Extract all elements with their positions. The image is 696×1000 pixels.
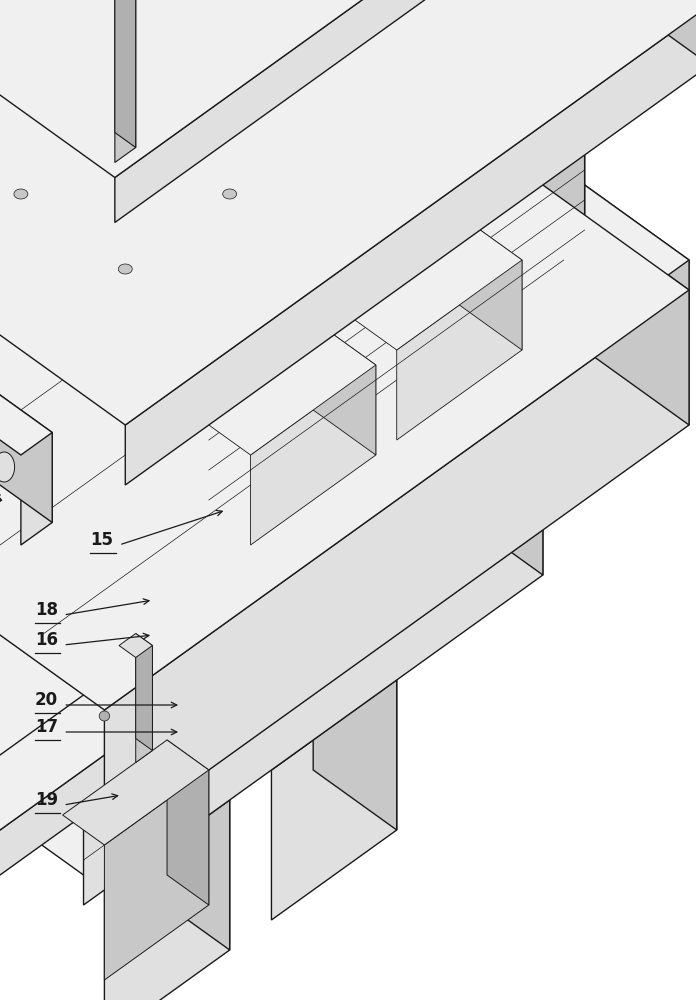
Ellipse shape bbox=[14, 189, 28, 199]
Ellipse shape bbox=[125, 359, 167, 389]
Polygon shape bbox=[146, 740, 230, 950]
Circle shape bbox=[0, 452, 15, 482]
Polygon shape bbox=[251, 365, 376, 545]
Polygon shape bbox=[0, 387, 52, 455]
Polygon shape bbox=[230, 0, 689, 320]
Polygon shape bbox=[0, 387, 52, 522]
Text: 20: 20 bbox=[35, 691, 58, 709]
Ellipse shape bbox=[284, 659, 301, 671]
Polygon shape bbox=[104, 800, 230, 1000]
Polygon shape bbox=[0, 110, 543, 665]
Polygon shape bbox=[115, 0, 136, 162]
Polygon shape bbox=[0, 530, 418, 905]
Text: 18: 18 bbox=[35, 601, 58, 619]
Polygon shape bbox=[188, 620, 397, 770]
Polygon shape bbox=[115, 0, 449, 223]
Polygon shape bbox=[0, 0, 585, 335]
Polygon shape bbox=[167, 740, 209, 905]
Polygon shape bbox=[136, 646, 152, 762]
Text: 16: 16 bbox=[35, 631, 58, 649]
Polygon shape bbox=[119, 634, 152, 658]
Polygon shape bbox=[271, 290, 376, 455]
Ellipse shape bbox=[99, 711, 109, 721]
Polygon shape bbox=[271, 0, 585, 140]
Polygon shape bbox=[0, 20, 689, 710]
Ellipse shape bbox=[118, 114, 132, 124]
Polygon shape bbox=[188, 0, 696, 65]
Polygon shape bbox=[397, 260, 522, 440]
Polygon shape bbox=[125, 5, 696, 485]
Polygon shape bbox=[0, 0, 689, 770]
Polygon shape bbox=[42, 260, 418, 575]
Polygon shape bbox=[313, 20, 689, 425]
Polygon shape bbox=[104, 770, 209, 980]
Ellipse shape bbox=[132, 364, 160, 384]
Circle shape bbox=[388, 68, 405, 92]
Polygon shape bbox=[136, 634, 152, 750]
Ellipse shape bbox=[118, 264, 132, 274]
Polygon shape bbox=[209, 65, 585, 410]
Polygon shape bbox=[104, 290, 689, 845]
Polygon shape bbox=[0, 260, 689, 830]
Polygon shape bbox=[21, 432, 52, 545]
Polygon shape bbox=[0, 260, 418, 860]
Polygon shape bbox=[63, 740, 209, 845]
Polygon shape bbox=[271, 0, 585, 245]
Polygon shape bbox=[21, 740, 230, 890]
Polygon shape bbox=[313, 620, 397, 830]
Ellipse shape bbox=[320, 250, 348, 270]
Text: 19: 19 bbox=[35, 791, 58, 809]
Polygon shape bbox=[0, 0, 696, 425]
Polygon shape bbox=[209, 140, 585, 515]
Polygon shape bbox=[84, 335, 543, 905]
Polygon shape bbox=[146, 290, 376, 455]
Polygon shape bbox=[418, 185, 522, 350]
Polygon shape bbox=[292, 185, 522, 350]
Polygon shape bbox=[115, 0, 136, 147]
Polygon shape bbox=[271, 680, 397, 920]
Polygon shape bbox=[230, 110, 543, 575]
Text: 17: 17 bbox=[35, 718, 58, 736]
Polygon shape bbox=[0, 0, 585, 410]
Polygon shape bbox=[0, 0, 449, 178]
Text: 15: 15 bbox=[90, 531, 113, 549]
Circle shape bbox=[388, 23, 405, 47]
Ellipse shape bbox=[223, 189, 237, 199]
